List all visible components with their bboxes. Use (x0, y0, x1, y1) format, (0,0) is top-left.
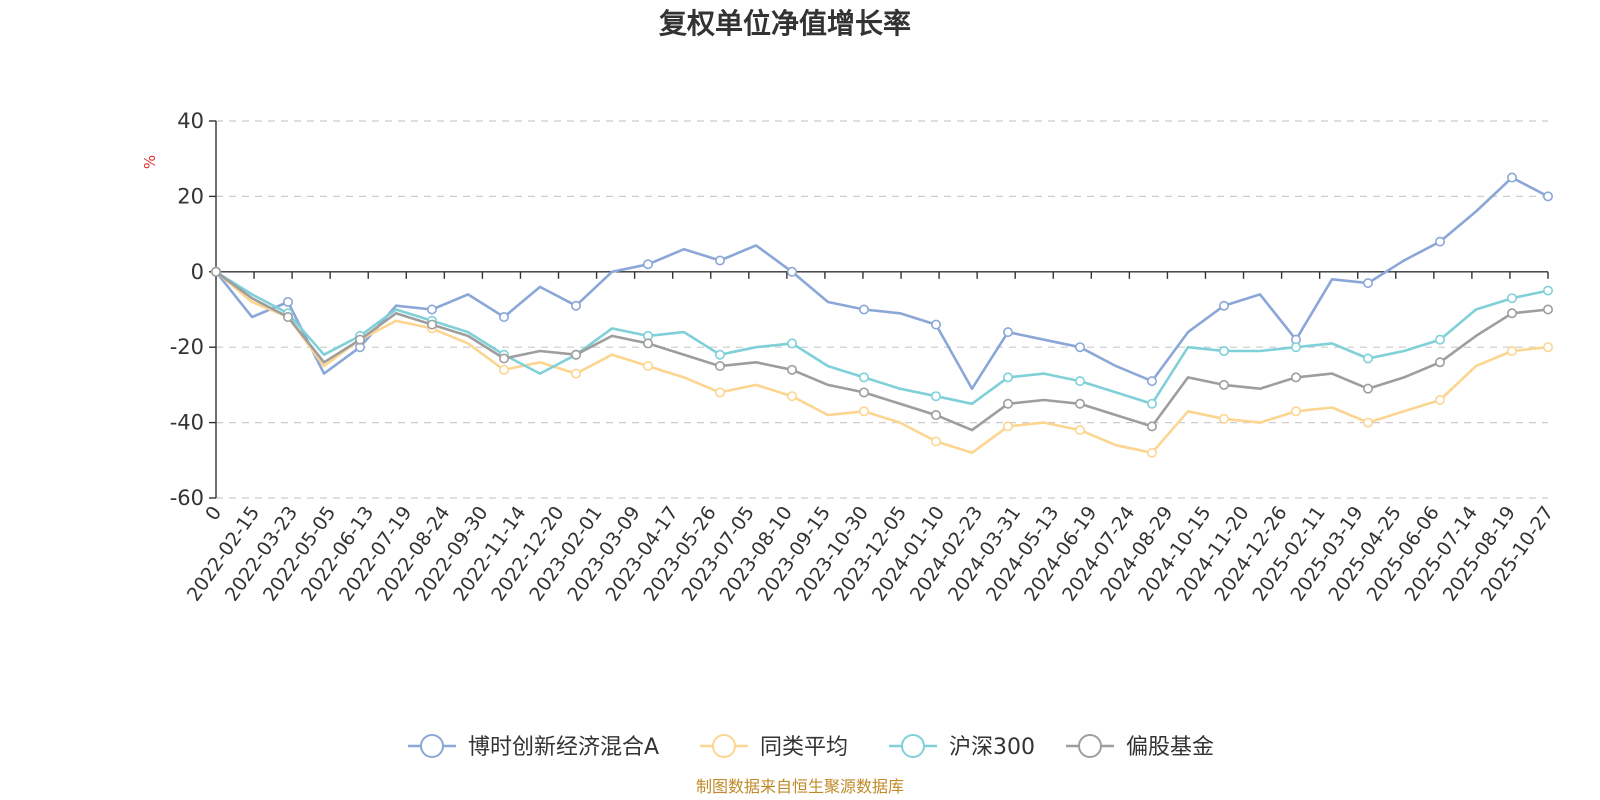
data-point-s3-30 (1291, 372, 1302, 383)
legend-marker-3 (1078, 734, 1102, 758)
data-point-s1-14 (714, 387, 725, 398)
legend: 博时创新经济混合A 同类平均 沪深300 偏股基金 (408, 734, 1214, 760)
legend-label-3: 偏股基金 (1126, 735, 1214, 760)
data-point-s2-16 (786, 338, 797, 349)
data-point-s1-18 (858, 406, 869, 417)
series-line-1 (214, 270, 1550, 455)
data-point-s2-32 (1363, 353, 1374, 364)
data-point-s3-37 (1543, 304, 1554, 315)
data-point-s3-14 (714, 361, 725, 372)
data-point-s1-12 (642, 361, 653, 372)
data-source: 制图数据来自恒生聚源数据库 (696, 777, 904, 796)
data-point-s3-18 (858, 387, 869, 398)
data-point-s2-36 (1507, 293, 1518, 304)
data-point-s1-36 (1507, 345, 1518, 356)
data-point-s2-24 (1075, 376, 1086, 387)
legend-marker-1 (712, 734, 736, 758)
data-point-s1-34 (1435, 394, 1446, 405)
data-point-s2-28 (1219, 345, 1230, 356)
y-axis-unit: % (141, 155, 159, 169)
legend-label-2: 沪深300 (949, 735, 1035, 760)
data-point-s3-0 (211, 266, 222, 277)
data-point-s0-18 (858, 304, 869, 315)
data-point-s2-14 (714, 349, 725, 360)
legend-marker-0 (420, 734, 444, 758)
data-point-s3-20 (930, 410, 941, 421)
data-point-s0-36 (1507, 172, 1518, 183)
data-point-s0-37 (1543, 191, 1554, 202)
data-point-s3-24 (1075, 398, 1086, 409)
data-point-s0-6 (426, 304, 437, 315)
data-point-s3-28 (1219, 379, 1230, 390)
data-point-s3-32 (1363, 383, 1374, 394)
series-line-0 (214, 176, 1550, 391)
data-point-s1-16 (786, 391, 797, 402)
series-line-3 (214, 270, 1550, 432)
data-point-s3-22 (1002, 398, 1013, 409)
data-point-s0-16 (786, 266, 797, 277)
data-point-s2-26 (1147, 398, 1158, 409)
data-point-s1-30 (1291, 406, 1302, 417)
data-point-s1-32 (1363, 417, 1374, 428)
legend-label-1: 同类平均 (760, 735, 848, 760)
chart-title: 复权单位净值增长率 (659, 7, 911, 40)
data-point-s1-26 (1147, 447, 1158, 458)
gridlines (216, 120, 1548, 499)
data-point-s0-22 (1002, 327, 1013, 338)
y-tick-label: -20 (170, 335, 204, 359)
data-point-s1-8 (498, 364, 509, 375)
data-point-s0-32 (1363, 278, 1374, 289)
data-point-s2-22 (1002, 372, 1013, 383)
data-point-s0-28 (1219, 300, 1230, 311)
data-point-s1-10 (570, 368, 581, 379)
data-point-s0-24 (1075, 342, 1086, 353)
data-point-s0-14 (714, 255, 725, 266)
data-point-s0-20 (930, 319, 941, 330)
data-point-s2-20 (930, 391, 941, 402)
y-tick-label: -60 (170, 486, 204, 510)
data-point-s3-12 (642, 338, 653, 349)
y-tick-label: 0 (191, 260, 204, 284)
series-line-2 (214, 270, 1550, 406)
data-point-s2-34 (1435, 334, 1446, 345)
data-point-s2-18 (858, 372, 869, 383)
data-point-s0-2 (282, 296, 293, 307)
data-point-s0-8 (498, 312, 509, 323)
data-point-s1-24 (1075, 425, 1086, 436)
data-point-s3-2 (282, 312, 293, 323)
data-point-s2-30 (1291, 342, 1302, 353)
data-point-s3-4 (354, 334, 365, 345)
legend-marker-2 (901, 734, 925, 758)
data-point-s3-10 (570, 349, 581, 360)
data-point-s0-12 (642, 259, 653, 270)
data-point-s1-37 (1543, 342, 1554, 353)
series-lines (211, 172, 1554, 458)
data-point-s2-37 (1543, 285, 1554, 296)
axes: 40200-20-40-6002022-02-152022-03-232022-… (170, 109, 1558, 605)
data-point-s0-34 (1435, 236, 1446, 247)
data-point-s3-16 (786, 364, 797, 375)
x-tick-label: 0 (201, 502, 226, 525)
data-point-s1-28 (1219, 413, 1230, 424)
data-point-s3-6 (426, 319, 437, 330)
legend-label-0: 博时创新经济混合A (468, 735, 659, 760)
y-tick-label: 20 (177, 184, 204, 208)
data-point-s3-36 (1507, 308, 1518, 319)
data-point-s1-20 (930, 436, 941, 447)
data-point-s3-8 (498, 353, 509, 364)
data-point-s3-34 (1435, 357, 1446, 368)
data-point-s0-26 (1147, 376, 1158, 387)
data-point-s3-26 (1147, 421, 1158, 432)
y-tick-label: -40 (170, 411, 204, 435)
data-point-s1-22 (1002, 421, 1013, 432)
y-tick-label: 40 (177, 109, 204, 133)
data-point-s0-10 (570, 300, 581, 311)
